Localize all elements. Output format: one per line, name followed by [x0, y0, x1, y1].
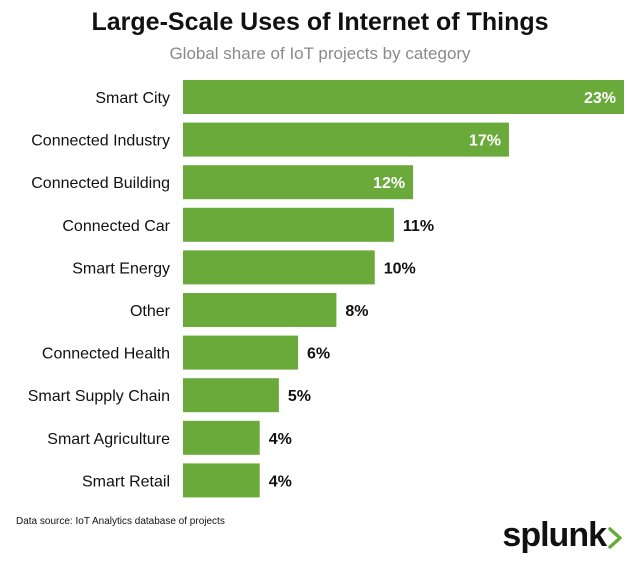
- value-label-connected-car: 11%: [403, 218, 434, 235]
- value-label-smart-energy: 10%: [384, 260, 416, 277]
- value-label-connected-industry: 17%: [469, 133, 501, 150]
- bar-smart-energy: [183, 250, 375, 285]
- bar-connected-building: [183, 165, 414, 200]
- bar-smart-city: [183, 80, 624, 114]
- chart-title: Large-Scale Uses of Internet of Things: [91, 8, 549, 36]
- bar-smart-retail: [183, 463, 260, 498]
- chevron-right-icon: [608, 526, 622, 549]
- bar-connected-car: [183, 207, 394, 242]
- data-source-note: Data source: IoT Analytics database of p…: [16, 516, 225, 527]
- bar-smart-supply-chain: [183, 378, 279, 413]
- category-label-smart-supply-chain: Smart Supply Chain: [28, 388, 170, 405]
- category-label-connected-car: Connected Car: [62, 218, 170, 235]
- category-label-smart-retail: Smart Retail: [82, 473, 170, 490]
- category-label-connected-building: Connected Building: [31, 175, 170, 192]
- value-label-smart-supply-chain: 5%: [288, 388, 311, 405]
- value-label-smart-agriculture: 4%: [269, 431, 292, 448]
- category-label-other: Other: [130, 303, 171, 320]
- bar-chart: Smart City 23% Connected Industry 17% Connec…: [28, 80, 624, 498]
- category-label-smart-energy: Smart Energy: [72, 260, 170, 277]
- category-label-smart-city: Smart City: [95, 90, 170, 107]
- value-label-other: 8%: [345, 303, 368, 320]
- value-label-connected-building: 12%: [373, 175, 405, 192]
- bar-smart-agriculture: [183, 420, 260, 455]
- category-label-smart-agriculture: Smart Agriculture: [47, 431, 170, 448]
- chart-subtitle: Global share of IoT projects by category: [169, 44, 471, 63]
- bar-connected-industry: [183, 122, 509, 157]
- value-label-smart-city: 23%: [584, 90, 616, 107]
- category-label-connected-industry: Connected Industry: [31, 133, 170, 150]
- logo-wordmark: splunk: [502, 516, 607, 554]
- category-label-connected-health: Connected Health: [42, 346, 170, 363]
- value-label-smart-retail: 4%: [269, 473, 292, 490]
- value-label-connected-health: 6%: [307, 346, 330, 363]
- bar-connected-health: [183, 335, 299, 370]
- splunk-logo: splunk: [502, 516, 622, 555]
- bar-other: [183, 293, 337, 327]
